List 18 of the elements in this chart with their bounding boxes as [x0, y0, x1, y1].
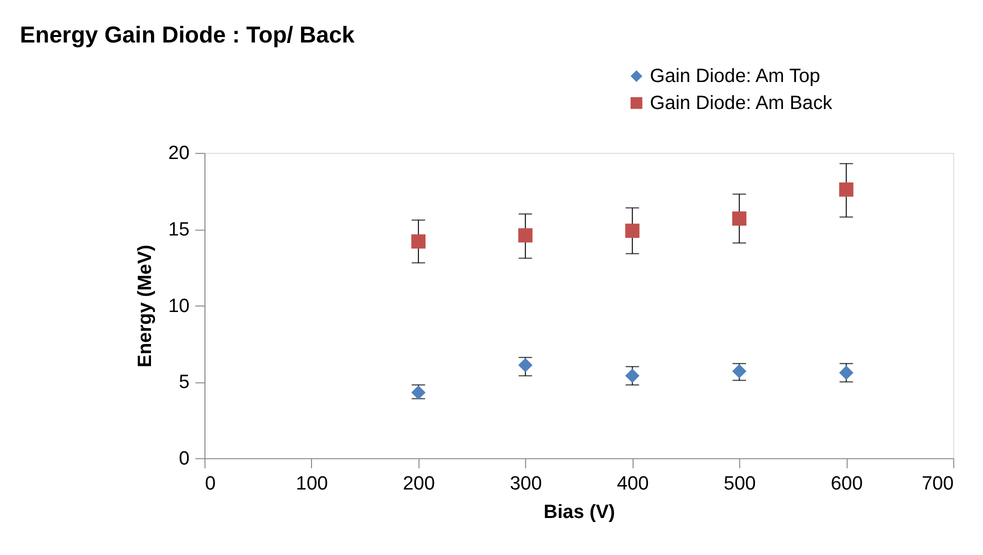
x-tick-label: 700 — [922, 473, 954, 494]
x-tick-label: 0 — [204, 473, 216, 494]
y-tick-label: 20 — [168, 143, 190, 164]
x-tick-label: 100 — [296, 473, 328, 494]
x-axis-title: Bias (V) — [544, 502, 616, 524]
x-tick-label: 400 — [616, 473, 649, 494]
y-tick-label: 10 — [168, 296, 190, 317]
chart-title: Energy Gain Diode : Top/ Back — [20, 22, 355, 48]
legend-label: Gain Diode: Am Back — [650, 92, 833, 114]
y-tick-label: 0 — [178, 448, 190, 470]
x-tick-label: 600 — [830, 473, 863, 494]
x-tick-label: 300 — [510, 473, 542, 494]
x-tick-label: 500 — [724, 473, 756, 494]
x-tick-label: 200 — [402, 473, 435, 494]
y-tick-label: 5 — [178, 372, 190, 394]
y-axis-title: Energy (MeV) — [134, 244, 156, 368]
y-tick-label: 15 — [168, 219, 190, 240]
legend-label: Gain Diode: Am Top — [650, 66, 820, 87]
